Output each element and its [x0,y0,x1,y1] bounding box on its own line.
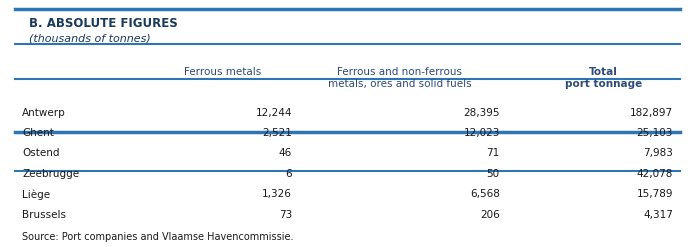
Text: Total
port tonnage: Total port tonnage [565,67,642,88]
Text: Ostend: Ostend [22,148,60,158]
Text: 12,023: 12,023 [464,128,500,138]
Text: 15,789: 15,789 [637,189,673,199]
Text: Ghent: Ghent [22,128,54,138]
Text: 2,521: 2,521 [262,128,292,138]
Text: 28,395: 28,395 [464,108,500,118]
Text: 182,897: 182,897 [630,108,673,118]
Text: Brussels: Brussels [22,209,66,220]
Text: (thousands of tonnes): (thousands of tonnes) [29,33,151,43]
Text: 25,103: 25,103 [637,128,673,138]
Text: B. ABSOLUTE FIGURES: B. ABSOLUTE FIGURES [29,17,178,30]
Text: 6,568: 6,568 [470,189,500,199]
Text: Liège: Liège [22,189,50,200]
Text: Source: Port companies and Vlaamse Havencommissie.: Source: Port companies and Vlaamse Haven… [22,232,294,242]
Text: 46: 46 [279,148,292,158]
Text: 7,983: 7,983 [643,148,673,158]
Text: 206: 206 [480,209,500,220]
Text: 73: 73 [279,209,292,220]
Text: 1,326: 1,326 [262,189,292,199]
Text: Zeebrugge: Zeebrugge [22,169,79,179]
Text: 71: 71 [486,148,500,158]
Text: Antwerp: Antwerp [22,108,66,118]
Text: Ferrous and non-ferrous
metals, ores and solid fuels: Ferrous and non-ferrous metals, ores and… [327,67,471,88]
Text: Ferrous metals: Ferrous metals [184,67,261,77]
Text: 42,078: 42,078 [637,169,673,179]
Text: 50: 50 [486,169,500,179]
Text: 12,244: 12,244 [256,108,292,118]
Text: 6: 6 [286,169,292,179]
Text: 4,317: 4,317 [643,209,673,220]
